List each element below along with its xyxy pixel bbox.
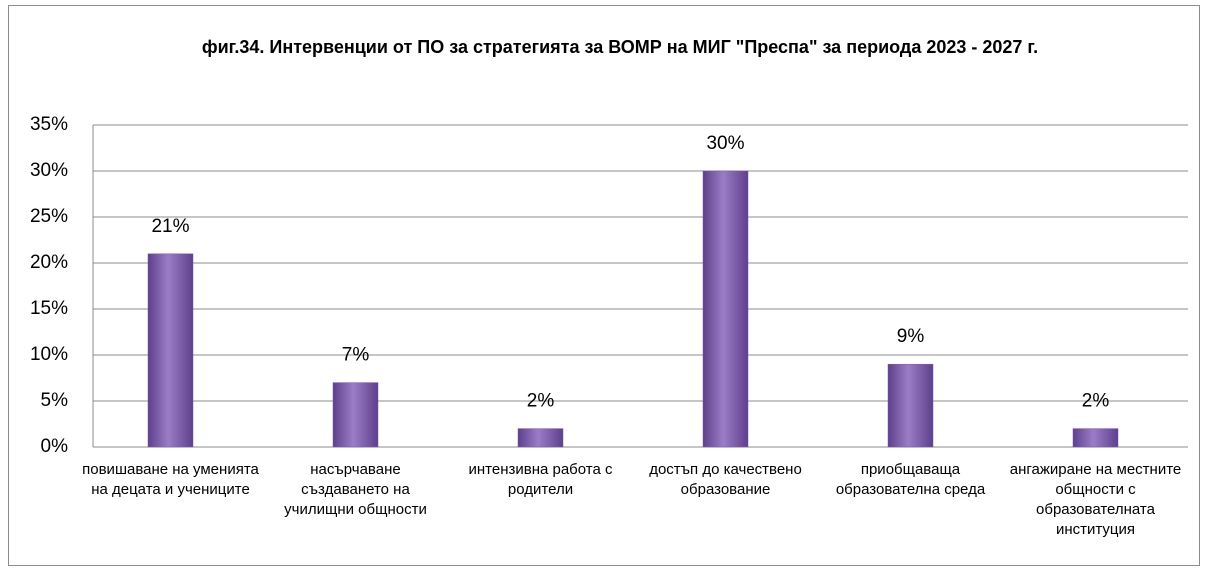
data-label: 2% xyxy=(1082,391,1110,412)
y-tick-label: 25% xyxy=(30,206,68,227)
bar xyxy=(147,253,194,448)
y-tick-label: 0% xyxy=(41,436,69,457)
data-label: 30% xyxy=(706,133,744,154)
bar xyxy=(1072,428,1119,448)
data-label: 7% xyxy=(342,345,370,366)
bar xyxy=(332,382,379,448)
y-tick-label: 10% xyxy=(30,344,68,365)
bar xyxy=(887,363,934,448)
x-tick-label: приобщаваща образователна среда xyxy=(835,461,986,498)
y-tick-label: 15% xyxy=(30,298,68,319)
x-tick-label: ангажиране на местните общности с образо… xyxy=(1009,461,1182,538)
data-label: 9% xyxy=(897,326,925,347)
data-label: 21% xyxy=(151,216,189,237)
y-tick-label: 20% xyxy=(30,252,68,273)
data-label: 2% xyxy=(527,391,555,412)
x-tick-label: насърчаване създаването на училищни общн… xyxy=(284,461,427,518)
x-tick-label: достъп до качествено образование xyxy=(649,461,802,498)
chart-border xyxy=(8,5,1200,566)
x-tick-label: повишаване на уменията на децата и учени… xyxy=(82,461,259,498)
chart-title: фиг.34. Интервенции от ПО за стратегията… xyxy=(201,37,1039,57)
y-tick-label: 30% xyxy=(30,160,68,181)
x-tick-label: интензивна работа с родители xyxy=(468,461,613,498)
bar xyxy=(517,428,564,448)
bar xyxy=(702,170,749,448)
y-tick-label: 35% xyxy=(30,114,68,135)
y-tick-label: 5% xyxy=(41,390,69,411)
